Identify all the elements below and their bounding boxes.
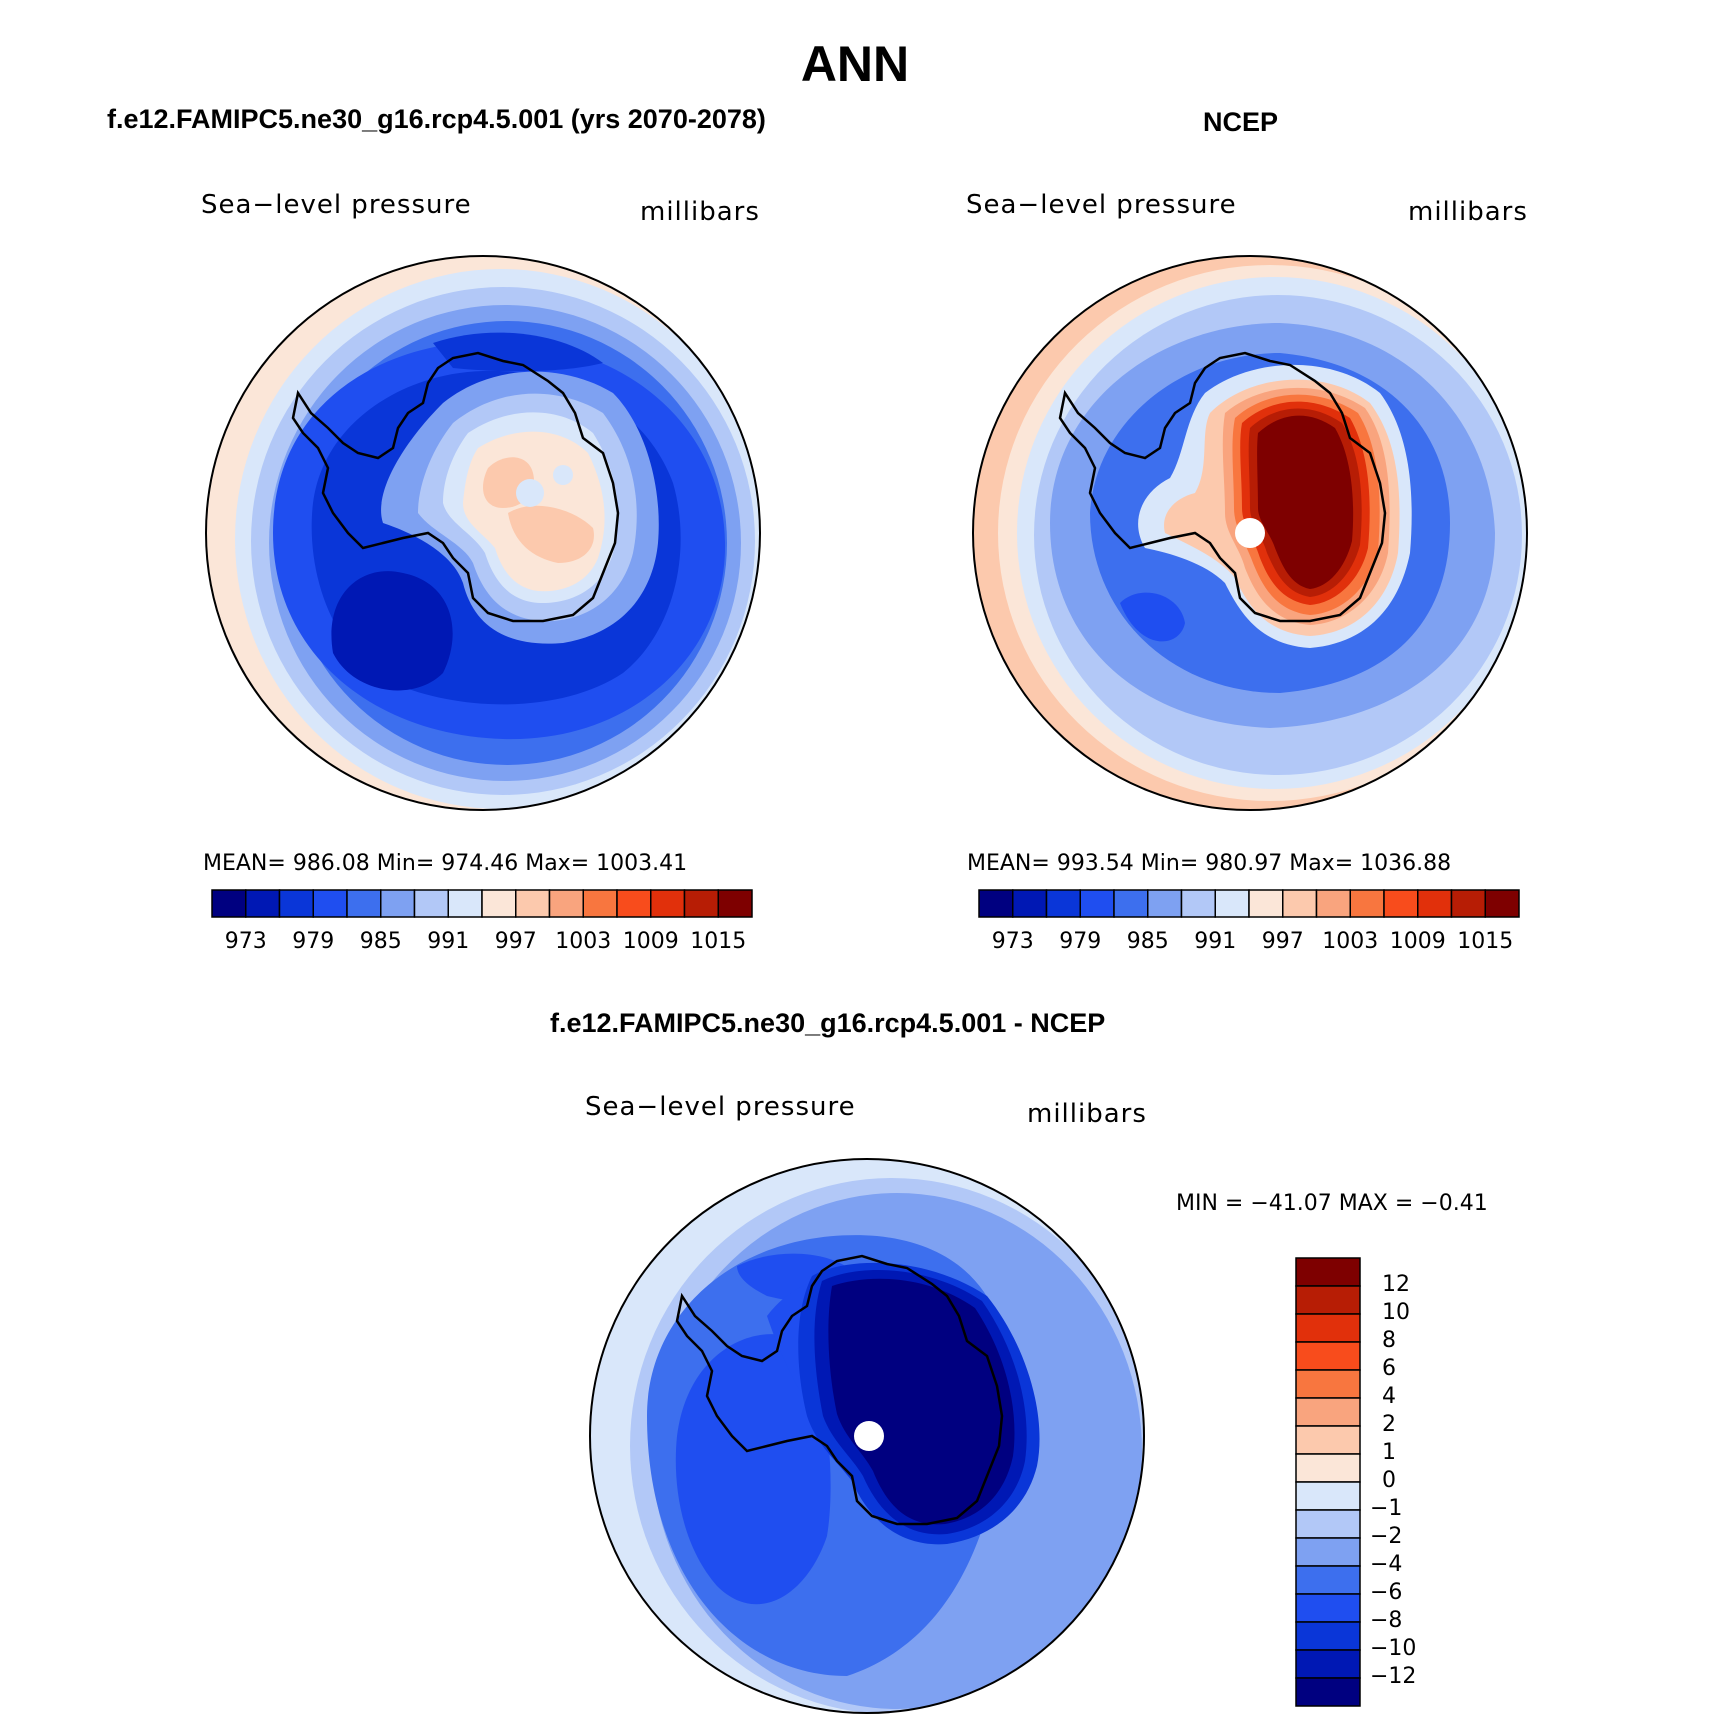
colorbar-tick-label: −6 — [1370, 1580, 1403, 1605]
panel1-polar-map — [205, 255, 761, 811]
colorbar-tick-label: 979 — [1059, 929, 1102, 954]
panel3-polar-map — [589, 1158, 1145, 1714]
colorbar-tick-label: 1015 — [690, 929, 747, 954]
colorbar-swatch — [1295, 1481, 1361, 1511]
colorbar-tick-label: 6 — [1382, 1356, 1396, 1381]
colorbar-swatch — [1417, 889, 1453, 918]
colorbar-tick-label: 0 — [1382, 1468, 1396, 1493]
colorbar-swatch — [1045, 889, 1081, 918]
colorbar-swatch — [312, 889, 348, 918]
colorbar-tick-label: 1 — [1382, 1440, 1396, 1465]
panel3-stats: MIN = −41.07 MAX = −0.41 — [1176, 1191, 1488, 1216]
colorbar-tick-label: 985 — [1126, 929, 1169, 954]
colorbar-swatch — [413, 889, 449, 918]
colorbar-tick-label: 985 — [359, 929, 402, 954]
colorbar-swatch — [1248, 889, 1284, 918]
colorbar-tick-label: 10 — [1382, 1300, 1410, 1325]
colorbar-tick-label: 973 — [991, 929, 1034, 954]
colorbar-swatch — [481, 889, 517, 918]
panel2-units-label: millibars — [1408, 197, 1528, 227]
colorbar-swatch — [978, 889, 1014, 918]
panel3-colorbar — [1295, 1257, 1361, 1707]
colorbar-tick-label: 1003 — [1322, 929, 1379, 954]
colorbar-swatch — [1295, 1425, 1361, 1455]
colorbar-tick-label: −12 — [1370, 1664, 1417, 1689]
colorbar-swatch — [447, 889, 483, 918]
colorbar-tick-label: 4 — [1382, 1384, 1396, 1409]
colorbar-swatch — [1012, 889, 1048, 918]
colorbar-swatch — [245, 889, 281, 918]
colorbar-swatch — [616, 889, 652, 918]
colorbar-tick-label: 991 — [427, 929, 470, 954]
colorbar-tick-label: −10 — [1370, 1636, 1417, 1661]
colorbar-swatch — [1113, 889, 1149, 918]
panel2-stats: MEAN= 993.54 Min= 980.97 Max= 1036.88 — [967, 851, 1452, 876]
colorbar-tick-label: 1003 — [555, 929, 612, 954]
colorbar-swatch — [1214, 889, 1250, 918]
colorbar-tick-label: 997 — [1261, 929, 1304, 954]
colorbar-swatch — [1295, 1257, 1361, 1287]
colorbar-tick-label: 1015 — [1457, 929, 1514, 954]
colorbar-tick-label: 1009 — [1389, 929, 1446, 954]
figure-title: ANN — [800, 36, 910, 92]
colorbar-swatch — [1295, 1313, 1361, 1343]
colorbar-tick-label: 1009 — [622, 929, 679, 954]
colorbar-swatch — [1295, 1397, 1361, 1427]
panel2-polar-map — [972, 255, 1528, 811]
colorbar-swatch — [548, 889, 584, 918]
colorbar-swatch — [380, 889, 416, 918]
colorbar-swatch — [1383, 889, 1419, 918]
colorbar-tick-label: −4 — [1370, 1552, 1403, 1577]
panel1-variable-label: Sea−level pressure — [201, 190, 472, 220]
colorbar-swatch — [683, 889, 719, 918]
colorbar-swatch — [211, 889, 247, 918]
panel1-units-label: millibars — [640, 197, 760, 227]
colorbar-tick-label: −1 — [1370, 1496, 1403, 1521]
colorbar-swatch — [1147, 889, 1183, 918]
colorbar-swatch — [1295, 1453, 1361, 1483]
colorbar-swatch — [1349, 889, 1385, 918]
colorbar-tick-label: 997 — [494, 929, 537, 954]
colorbar-tick-label: 8 — [1382, 1328, 1396, 1353]
colorbar-tick-label: 12 — [1382, 1272, 1410, 1297]
colorbar-swatch — [1079, 889, 1115, 918]
colorbar-tick-label: 2 — [1382, 1412, 1396, 1437]
panel2-colorbar — [978, 889, 1520, 918]
colorbar-swatch — [1295, 1509, 1361, 1539]
colorbar-swatch — [1295, 1593, 1361, 1623]
colorbar-swatch — [1295, 1565, 1361, 1595]
colorbar-swatch — [1295, 1369, 1361, 1399]
colorbar-tick-label: 979 — [292, 929, 335, 954]
colorbar-swatch — [1295, 1677, 1361, 1707]
colorbar-swatch — [515, 889, 551, 918]
colorbar-swatch — [717, 889, 753, 918]
panel3-title: f.e12.FAMIPC5.ne30_g16.rcp4.5.001 - NCEP — [550, 1008, 1106, 1038]
colorbar-swatch — [1484, 889, 1520, 918]
colorbar-swatch — [1295, 1285, 1361, 1315]
colorbar-tick-label: 973 — [224, 929, 267, 954]
colorbar-swatch — [1295, 1621, 1361, 1651]
panel2-title: NCEP — [1203, 107, 1279, 137]
colorbar-swatch — [1295, 1341, 1361, 1371]
colorbar-tick-label: −8 — [1370, 1608, 1403, 1633]
panel1-stats: MEAN= 986.08 Min= 974.46 Max= 1003.41 — [203, 851, 688, 876]
colorbar-swatch — [1295, 1649, 1361, 1679]
panel3-variable-label: Sea−level pressure — [585, 1092, 856, 1122]
colorbar-swatch — [1450, 889, 1486, 918]
panel2-variable-label: Sea−level pressure — [966, 190, 1237, 220]
colorbar-swatch — [346, 889, 382, 918]
panel3-units-label: millibars — [1027, 1099, 1147, 1129]
colorbar-swatch — [1180, 889, 1216, 918]
colorbar-swatch — [1295, 1537, 1361, 1567]
colorbar-swatch — [1315, 889, 1351, 918]
colorbar-swatch — [278, 889, 314, 918]
panel1-colorbar — [211, 889, 753, 918]
colorbar-tick-label: 991 — [1194, 929, 1237, 954]
colorbar-swatch — [1282, 889, 1318, 918]
colorbar-swatch — [650, 889, 686, 918]
colorbar-tick-label: −2 — [1370, 1524, 1403, 1549]
panel1-title: f.e12.FAMIPC5.ne30_g16.rcp4.5.001 (yrs 2… — [107, 104, 766, 134]
colorbar-swatch — [582, 889, 618, 918]
